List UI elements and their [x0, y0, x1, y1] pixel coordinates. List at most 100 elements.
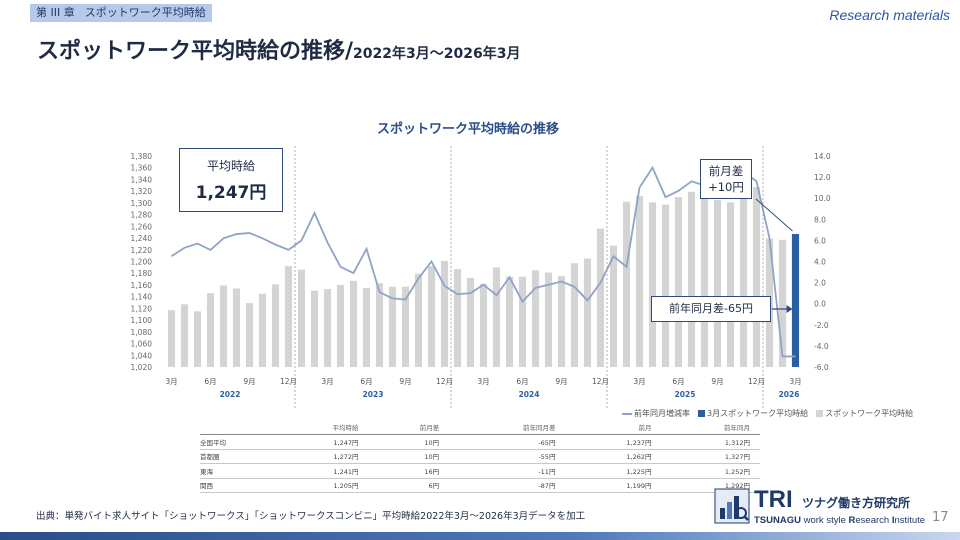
y-right-tick-label: 4.0 [814, 258, 826, 267]
bar [245, 303, 254, 367]
y-left-tick-label: 1,320 [131, 187, 153, 196]
y-left-tick-label: 1,180 [131, 269, 153, 278]
bar [323, 289, 332, 367]
x-tick-label: 3月 [321, 377, 333, 386]
year-label: 2023 [363, 390, 384, 399]
y-right-tick-label: 10.0 [814, 194, 831, 203]
x-tick-label: 9月 [555, 377, 567, 386]
y-left-tick-label: 1,120 [131, 304, 153, 313]
y-left-tick-label: 1,240 [131, 234, 153, 243]
table-row: 首都圏 1,272円 10円 -55円 1,262円 1,327円 [200, 449, 760, 464]
logo-jp-name: ツナグ働き方研究所 [802, 496, 911, 510]
bar [622, 201, 631, 367]
y-left-tick-label: 1,280 [131, 211, 153, 220]
table-cell: 1,205円 [270, 478, 369, 493]
bar [752, 187, 761, 367]
bar [479, 283, 488, 367]
bar [219, 285, 228, 367]
logo-brand: TRI [754, 486, 793, 513]
table-cell: 1,272円 [270, 449, 369, 464]
table-header: 前月差 [368, 420, 450, 435]
x-tick-label: 9月 [711, 377, 723, 386]
table-cell: 1,327円 [661, 449, 760, 464]
legend-current-label: 3月スポットワーク平均時給 [707, 409, 809, 418]
y-left-tick-label: 1,040 [131, 351, 153, 360]
table-cell: 全国平均 [200, 434, 270, 450]
research-label: Research materials [829, 7, 950, 23]
x-tick-label: 9月 [399, 377, 411, 386]
chart-legend: 前年同月増減率 3月スポットワーク平均時給 スポットワーク平均時給 [622, 408, 913, 419]
bar [258, 293, 267, 367]
x-tick-label: 12月 [436, 377, 453, 386]
x-tick-label: 12月 [592, 377, 609, 386]
bar [661, 204, 670, 367]
bar [518, 276, 527, 367]
bar [401, 286, 410, 367]
x-tick-label: 6月 [204, 377, 216, 386]
bar [544, 272, 553, 367]
logo-en-part: TSUNAGU [754, 515, 801, 526]
x-tick-label: 3月 [789, 377, 801, 386]
bar [414, 273, 423, 367]
bar [700, 195, 709, 367]
bar [349, 280, 358, 367]
table-header: 前年同月 [661, 420, 760, 435]
mom-callout: 前月差 +10円 [700, 159, 752, 199]
table-row: 関西 1,205円 6円 -87円 1,199円 1,292円 [200, 478, 760, 493]
table-cell: 1,252円 [661, 463, 760, 479]
table-cell: 1,241円 [270, 463, 369, 479]
year-label: 2026 [779, 390, 800, 399]
tri-logo: TRI ツナグ働き方研究所 TSUNAGU work style Researc… [714, 486, 926, 530]
bar [336, 284, 345, 367]
bar [726, 202, 735, 367]
bar [388, 286, 397, 367]
x-tick-label: 9月 [243, 377, 255, 386]
table-cell: 1,199円 [565, 478, 662, 493]
y-right-tick-label: 6.0 [814, 236, 826, 245]
bar [232, 288, 241, 367]
y-left-tick-label: 1,160 [131, 281, 153, 290]
legend-bars-label: スポットワーク平均時給 [825, 409, 914, 418]
page-title-main: スポットワーク平均時給の推移/ [37, 39, 354, 64]
kpi-value: 1,247円 [195, 183, 267, 203]
y-left-tick-label: 1,340 [131, 175, 153, 184]
y-right-tick-label: 0.0 [814, 300, 826, 309]
logo-en-part: work style [800, 515, 849, 526]
legend-item-bars: スポットワーク平均時給 [816, 408, 913, 419]
bar [739, 198, 748, 367]
legend-item-line: 前年同月増減率 [622, 408, 690, 419]
wage-trend-chart: スポットワーク平均時給の推移 1,020 1,040 1,060 1,080 1,100… [131, 121, 831, 408]
page-title: スポットワーク平均時給の推移/2022年3月～2026年3月 [37, 33, 520, 65]
bar [310, 290, 319, 367]
bar [297, 269, 306, 367]
y-left-tick-label: 1,380 [131, 152, 153, 161]
footer-bar [0, 532, 960, 540]
bar [648, 202, 657, 367]
chapter-number: 第 III 章 [36, 6, 75, 19]
y-left-tick-label: 1,200 [131, 258, 153, 267]
y-right-tick-label: 14.0 [814, 152, 831, 161]
bar [206, 293, 215, 367]
table-cell: 1,312円 [661, 434, 760, 450]
bar [687, 191, 696, 367]
x-tick-label: 6月 [516, 377, 528, 386]
year-label: 2025 [675, 390, 696, 399]
table-cell: 東海 [200, 463, 270, 479]
tri-logo-mark-icon [714, 488, 750, 524]
bar [180, 304, 189, 367]
yoy-rate-line [171, 165, 796, 358]
table-header-row: 平均時給 前月差 前年同月差 前月 前年同月 [200, 420, 760, 435]
bar [362, 287, 371, 367]
bar [375, 283, 384, 367]
x-tick-label: 6月 [360, 377, 372, 386]
logo-en-part: I [891, 515, 895, 526]
y-right-tick-label: 2.0 [814, 279, 826, 288]
table-cell: -55円 [449, 449, 566, 464]
table-cell: 1,262円 [565, 449, 662, 464]
logo-en-part: R [848, 515, 856, 526]
logo-en-part: nstitute [894, 515, 926, 526]
y-left-tick-label: 1,260 [131, 222, 153, 231]
y-left-tick-label: 1,220 [131, 246, 153, 255]
y-right-tick-label: -4.0 [814, 342, 829, 351]
table-cell: 1,225円 [565, 463, 662, 479]
